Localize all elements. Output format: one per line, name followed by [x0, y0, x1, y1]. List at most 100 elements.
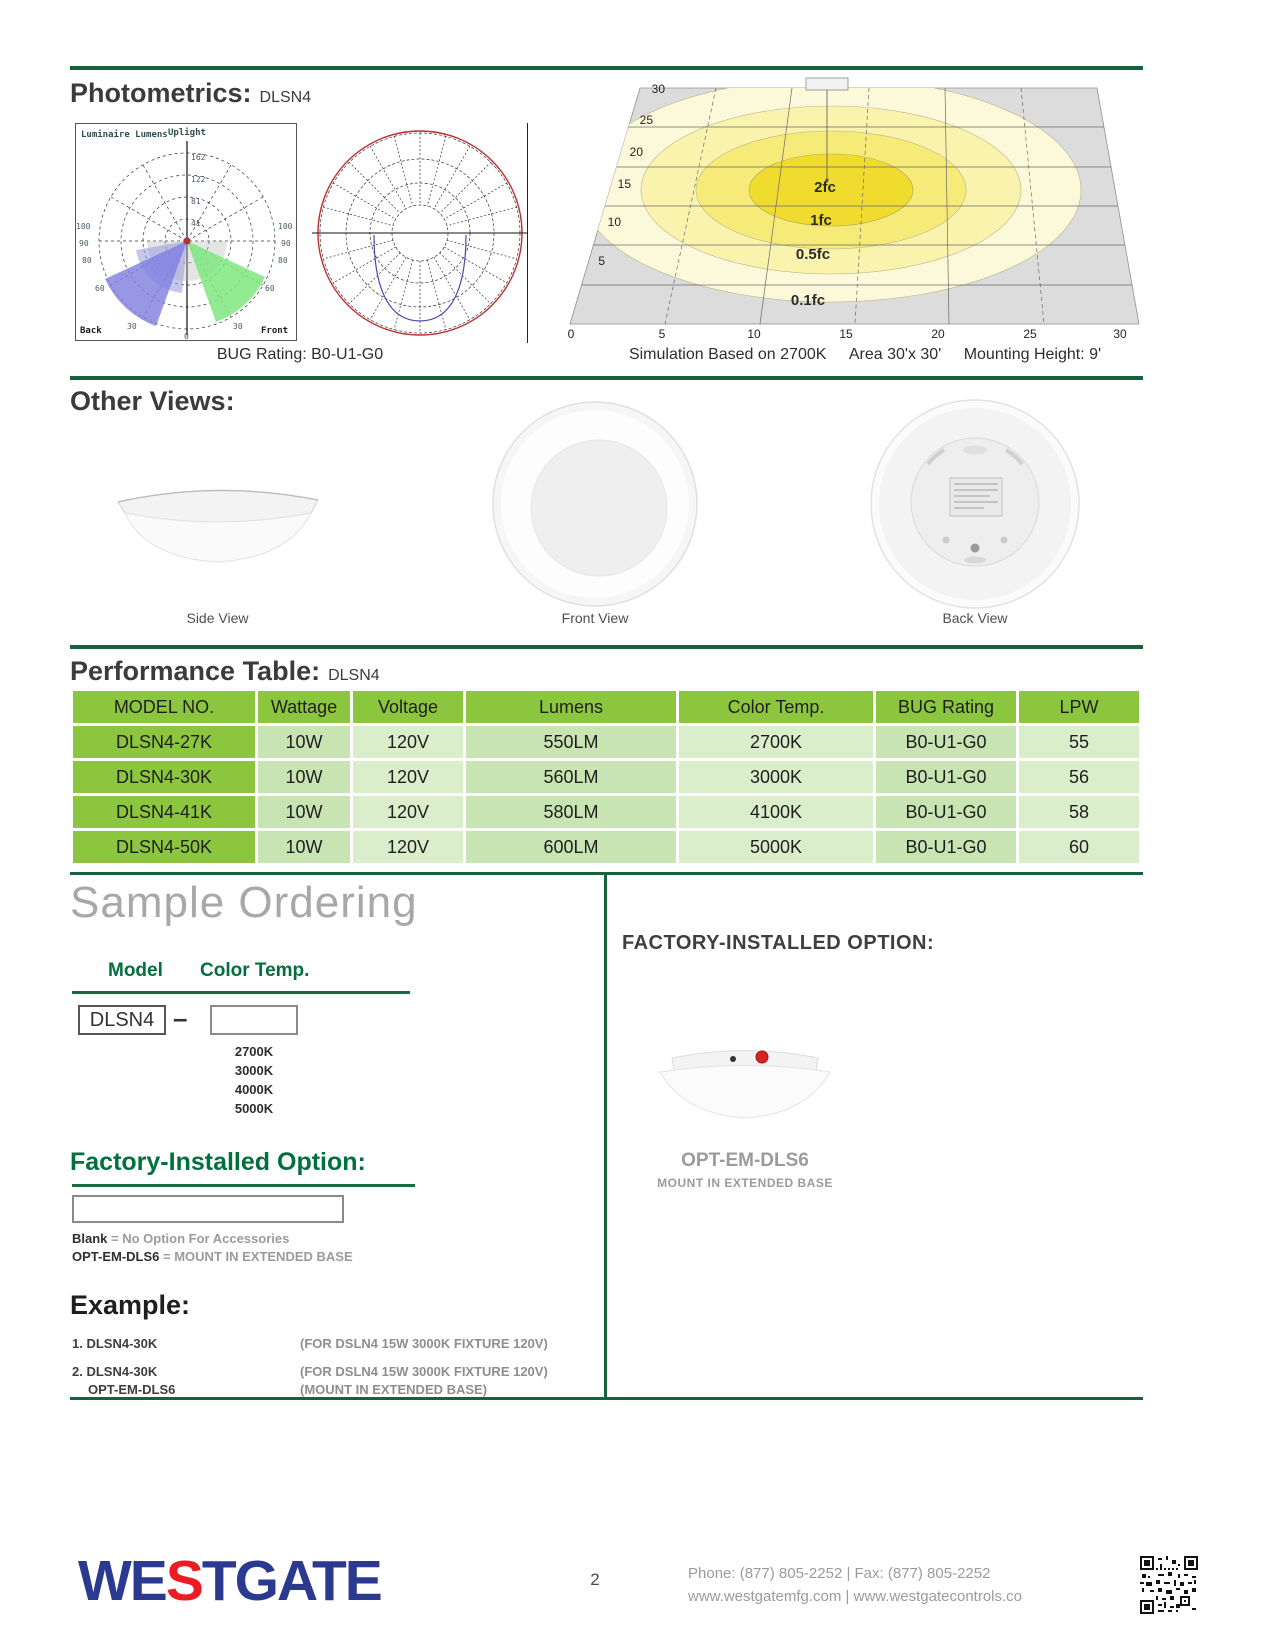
ring-label: 41 — [191, 219, 201, 228]
color-option: 5000K — [234, 1101, 274, 1116]
footer-web-line: www.westgatemfg.com | www.westgatecontro… — [688, 1588, 1023, 1605]
angle-label: 0 — [184, 332, 189, 341]
example-heading: Example: — [70, 1290, 191, 1320]
photometrics-title: Photometrics: — [70, 78, 252, 108]
y-tick: 30 — [652, 82, 666, 96]
qr-code — [1140, 1556, 1198, 1614]
note-key: OPT-EM-DLS6 — [72, 1249, 160, 1264]
angle-label: 30 — [233, 322, 243, 331]
sim-caption-height: Mounting Height: 9' — [963, 346, 1102, 363]
table-header-row: MODEL NO. Wattage Voltage Lumens Color T… — [73, 691, 1139, 723]
factory-option-underline — [72, 1184, 415, 1187]
logo-part-we: WE — [78, 1549, 168, 1613]
front-view-label: Front View — [561, 610, 629, 626]
cell: 10W — [258, 831, 350, 863]
cell: 4100K — [679, 796, 873, 828]
opt-desc-label: MOUNT IN EXTENDED BASE — [657, 1176, 833, 1190]
example-desc-2b: (MOUNT IN EXTENDED BASE) — [300, 1382, 488, 1397]
illuminance-simulation-chart: 2fc 1fc 0.5fc 0.1fc 30 25 20 15 10 5 0 5… — [568, 77, 1140, 340]
angle-label: 90 — [281, 239, 291, 248]
footer-phone-line: Phone: (877) 805-2252 | Fax: (877) 805-2… — [688, 1565, 991, 1582]
cell: 550LM — [466, 726, 676, 758]
y-tick: 25 — [640, 113, 654, 127]
col-header: Voltage — [353, 691, 463, 723]
cell-model: DLSN4-41K — [73, 796, 255, 828]
angle-label: 30 — [127, 322, 137, 331]
bug-rating-caption: BUG Rating: B0-U1-G0 — [216, 346, 384, 363]
contour-label-05fc: 0.5fc — [796, 246, 830, 263]
y-tick: 10 — [608, 215, 622, 229]
note-line: OPT-EM-DLS6 = MOUNT IN EXTENDED BASE — [72, 1248, 353, 1266]
angle-label: 60 — [265, 284, 275, 293]
performance-model: DLSN4 — [328, 667, 380, 684]
factory-option-notes: Blank = No Option For Accessories OPT-EM… — [72, 1230, 353, 1266]
example-code-2b: OPT-EM-DLS6 — [88, 1382, 176, 1397]
test-button-black — [730, 1056, 736, 1062]
x-tick: 30 — [1113, 327, 1127, 340]
performance-heading: Performance Table: DLSN4 — [70, 656, 380, 687]
angle-label: 60 — [95, 284, 105, 293]
uplight-label: Uplight — [168, 127, 206, 138]
section-rule-bottom — [70, 1397, 1143, 1400]
sample-ordering-title: Sample Ordering — [70, 878, 418, 927]
y-tick: 15 — [618, 177, 632, 191]
photometrics-heading: Photometrics: DLSN4 — [70, 78, 311, 109]
front-wedge-green — [187, 241, 265, 322]
front-label: Front — [261, 326, 288, 336]
cell: B0-U1-G0 — [876, 831, 1016, 863]
col-header: LPW — [1019, 691, 1139, 723]
cell: 120V — [353, 796, 463, 828]
cell: 55 — [1019, 726, 1139, 758]
factory-option-heading-right: FACTORY-INSTALLED OPTION: — [622, 932, 935, 954]
color-option: 4000K — [234, 1082, 274, 1097]
angle-label: 80 — [278, 256, 288, 265]
diagram-axis-line — [527, 123, 528, 343]
side-view-image — [117, 489, 319, 563]
extended-base-fixture-image — [659, 1050, 831, 1119]
x-tick: 20 — [931, 327, 945, 340]
cell: B0-U1-G0 — [876, 726, 1016, 758]
luminaire-lumens-polar-diagram: Luminaire Lumens Uplight 41 81 122 162 1… — [75, 123, 297, 341]
cell: 60 — [1019, 831, 1139, 863]
ordering-underline — [72, 991, 410, 994]
cell: 580LM — [466, 796, 676, 828]
y-tick: 20 — [630, 145, 644, 159]
angle-label: 100 — [278, 222, 293, 231]
table-row: DLSN4-27K 10W 120V 550LM 2700K B0-U1-G0 … — [73, 726, 1139, 758]
back-wedge-blue — [105, 241, 187, 326]
color-temp-label: Color Temp. — [200, 960, 310, 981]
cell: 120V — [353, 761, 463, 793]
cell: 560LM — [466, 761, 676, 793]
cell: 120V — [353, 726, 463, 758]
table-row: DLSN4-41K 10W 120V 580LM 4100K B0-U1-G0 … — [73, 796, 1139, 828]
model-label: Model — [108, 960, 163, 981]
emergency-indicator-red — [755, 1050, 769, 1064]
performance-table: MODEL NO. Wattage Voltage Lumens Color T… — [70, 688, 1142, 866]
back-view-image — [870, 399, 1080, 609]
contour-label-2fc: 2fc — [814, 179, 836, 196]
section-rule-performance — [70, 645, 1143, 649]
ring-label: 81 — [191, 197, 201, 206]
example-code-1: 1. DLSN4-30K — [72, 1336, 158, 1351]
cell: 10W — [258, 796, 350, 828]
model-code-box: DLSN4 — [78, 1005, 166, 1035]
polar-title-label: Luminaire Lumens — [81, 129, 168, 140]
note-text: = MOUNT IN EXTENDED BASE — [159, 1249, 353, 1264]
col-header: MODEL NO. — [73, 691, 255, 723]
col-header: Wattage — [258, 691, 350, 723]
candela-web-polar-diagram — [312, 130, 528, 336]
cell: 120V — [353, 831, 463, 863]
order-dash: – — [173, 1003, 188, 1033]
col-header: Lumens — [466, 691, 676, 723]
side-view-label: Side View — [186, 610, 249, 626]
example-desc-1: (FOR DSLN4 15W 3000K FIXTURE 120V) — [300, 1336, 548, 1351]
cell: 2700K — [679, 726, 873, 758]
ring-label: 162 — [191, 153, 206, 162]
simulation-caption: Simulation Based on 2700K Area 30'x 30' … — [585, 346, 1145, 364]
color-option: 2700K — [234, 1044, 274, 1059]
cell: 56 — [1019, 761, 1139, 793]
x-tick: 25 — [1023, 327, 1037, 340]
contour-label-01fc: 0.1fc — [791, 292, 825, 309]
section-rule-top — [70, 66, 1143, 70]
